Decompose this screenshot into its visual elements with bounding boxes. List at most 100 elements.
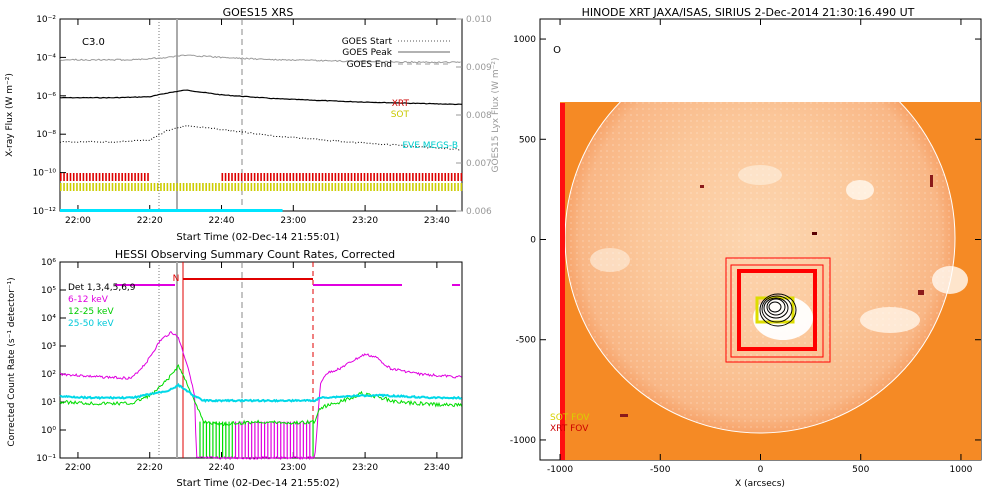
coverage-tick-xrt bbox=[231, 173, 233, 181]
coverage-tick-xrt bbox=[457, 173, 459, 181]
coverage-tick-sot bbox=[353, 183, 356, 191]
hessi-legend-band-3: 25-50 keV bbox=[68, 319, 114, 329]
hessi-6-12keV-curve bbox=[59, 330, 462, 461]
goes-xlabel: Start Time (02-Dec-14 21:55:01) bbox=[176, 232, 339, 243]
coverage-tick-xrt bbox=[421, 173, 424, 181]
goes-x-tick-label: 22:20 bbox=[137, 216, 163, 226]
hessi-x-tick-label: 22:00 bbox=[65, 463, 91, 473]
coverage-tick-sot bbox=[402, 183, 405, 191]
coverage-tick-xrt bbox=[244, 173, 246, 181]
coverage-tick-sot bbox=[137, 183, 140, 191]
coverage-tick-sot bbox=[211, 183, 214, 191]
goes-x-tick-label: 23:40 bbox=[424, 216, 450, 226]
coverage-tick-sot bbox=[405, 183, 408, 191]
coverage-tick-sot bbox=[276, 183, 279, 191]
goes-x-axis: 22:00 22:20 22:40 23:00 23:20 23:40 bbox=[65, 19, 450, 226]
coverage-tick-xrt bbox=[399, 173, 401, 181]
coverage-tick-sot bbox=[82, 183, 85, 191]
coverage-tick-sot bbox=[441, 183, 443, 191]
coverage-tick-xrt bbox=[289, 173, 291, 181]
coverage-tick-sot bbox=[305, 183, 308, 191]
coverage-tick-xrt bbox=[415, 173, 417, 181]
coverage-tick-xrt bbox=[63, 173, 65, 181]
coverage-tick-xrt bbox=[66, 173, 69, 181]
coverage-tick-xrt bbox=[318, 173, 321, 181]
coverage-tick-xrt bbox=[279, 173, 282, 181]
coverage-tick-sot bbox=[366, 183, 369, 191]
coverage-tick-sot bbox=[111, 183, 114, 191]
coverage-tick-sot bbox=[263, 183, 266, 191]
hessi-y-tick-label: 10⁻¹ bbox=[36, 454, 56, 464]
coverage-tick-sot bbox=[266, 183, 269, 191]
coverage-tick-sot bbox=[308, 183, 311, 191]
coverage-tick-xrt bbox=[69, 173, 72, 181]
goes-right-tick-label: 0.006 bbox=[466, 207, 492, 217]
coverage-tick-sot bbox=[418, 183, 421, 191]
coverage-tick-sot bbox=[189, 183, 191, 191]
coverage-tick-xrt bbox=[89, 173, 91, 181]
coverage-tick-xrt bbox=[260, 173, 262, 181]
coverage-tick-sot bbox=[118, 183, 120, 191]
coverage-tick-sot bbox=[399, 183, 401, 191]
coverage-tick-xrt bbox=[250, 173, 253, 181]
coverage-tick-xrt bbox=[282, 173, 285, 181]
coverage-tick-xrt bbox=[305, 173, 308, 181]
coverage-tick-sot bbox=[383, 183, 385, 191]
coverage-tick-sot bbox=[131, 183, 133, 191]
coverage-tick-sot bbox=[195, 183, 198, 191]
goes-left-axis: 10⁻² 10⁻⁴ 10⁻⁶ 10⁻⁸ 10⁻¹⁰ 10⁻¹² bbox=[33, 15, 66, 217]
coverage-tick-sot bbox=[60, 183, 62, 191]
coverage-tick-xrt bbox=[299, 173, 301, 181]
coverage-bar-eve bbox=[60, 209, 283, 212]
coverage-tick-sot bbox=[108, 183, 111, 191]
dark-spot-3 bbox=[930, 175, 933, 187]
goes-right-tick-label: 0.009 bbox=[466, 63, 492, 73]
coverage-tick-sot bbox=[134, 183, 136, 191]
coverage-tick-sot bbox=[395, 183, 398, 191]
coverage-tick-sot bbox=[147, 183, 149, 191]
coverage-tick-xrt bbox=[366, 173, 369, 181]
coverage-tick-xrt bbox=[347, 173, 350, 181]
coverage-tick-xrt bbox=[418, 173, 421, 181]
hessi-y-tick-label: 10⁰ bbox=[41, 426, 56, 436]
coverage-tick-sot bbox=[324, 183, 327, 191]
coverage-tick-xrt bbox=[131, 173, 133, 181]
coverage-tick-sot bbox=[127, 183, 130, 191]
coverage-tick-sot bbox=[295, 183, 298, 191]
coverage-tick-sot bbox=[198, 183, 201, 191]
xrt-y-tick-label: -500 bbox=[516, 336, 537, 346]
goes-x-tick-label: 22:40 bbox=[209, 216, 235, 226]
coverage-tick-xrt bbox=[295, 173, 298, 181]
coverage-tick-xrt bbox=[224, 173, 227, 181]
xrt-x-axis: -1000 -500 0 500 1000 bbox=[547, 19, 973, 475]
coverage-tick-sot bbox=[95, 183, 98, 191]
coverage-tick-sot bbox=[237, 183, 240, 191]
coverage-tick-sot bbox=[389, 183, 392, 191]
goes-ylabel: X-ray Flux (W m⁻²) bbox=[5, 73, 15, 157]
coverage-tick-xrt bbox=[454, 173, 456, 181]
goes-title: GOES15 XRS bbox=[223, 6, 294, 19]
coverage-tick-xrt bbox=[118, 173, 120, 181]
coverage-tick-xrt bbox=[331, 173, 333, 181]
xrt-fov-box-inner bbox=[737, 269, 817, 351]
xrt-title: HINODE XRT JAXA/ISAS, SIRIUS 2-Dec-2014 … bbox=[582, 6, 915, 19]
coverage-tick-sot bbox=[160, 183, 162, 191]
coverage-tick-xrt bbox=[257, 173, 259, 181]
coverage-tick-xrt bbox=[266, 173, 269, 181]
coverage-tick-sot bbox=[457, 183, 459, 191]
coverage-tick-sot bbox=[360, 183, 363, 191]
coverage-tick-sot bbox=[247, 183, 249, 191]
dark-spot-4 bbox=[620, 414, 628, 417]
hessi-ylabel: Corrected Count Rate (s⁻¹ detector⁻¹) bbox=[7, 277, 17, 446]
dark-spot-1 bbox=[700, 185, 704, 188]
coverage-tick-xrt bbox=[444, 173, 447, 181]
coverage-tick-xrt bbox=[101, 173, 104, 181]
coverage-tick-xrt bbox=[263, 173, 266, 181]
coverage-tick-xrt bbox=[321, 173, 324, 181]
coverage-tick-xrt bbox=[334, 173, 337, 181]
xrt-image-left-edge bbox=[560, 103, 565, 460]
coverage-tick-xrt bbox=[363, 173, 366, 181]
coverage-tick-sot bbox=[373, 183, 375, 191]
coverage-tick-sot bbox=[202, 183, 204, 191]
coverage-tick-xrt bbox=[373, 173, 375, 181]
